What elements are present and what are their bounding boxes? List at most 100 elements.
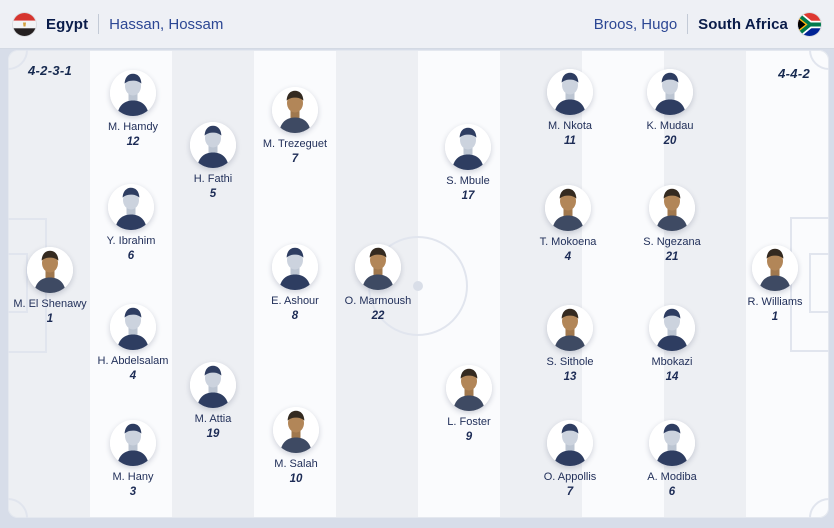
player-name: H. Fathi [193,173,233,185]
player-name: L. Foster [447,416,491,428]
player-number: 1 [46,313,54,325]
player-avatar-icon [445,124,491,170]
player-away[interactable]: A. Modiba 6 [607,420,737,499]
player-away[interactable]: L. Foster 9 [404,365,534,444]
player-name: Y. Ibrahim [106,235,156,247]
player-avatar-icon [446,365,492,411]
south-africa-flag-icon [798,12,821,36]
player-name: M. Attia [194,413,232,425]
player-away[interactable]: K. Mudau 20 [605,69,735,148]
player-number: 6 [668,486,676,498]
home-team-name[interactable]: Egypt [46,15,89,33]
away-formation: 4-4-2 [778,66,810,81]
lineup-header: Egypt Hassan, Hossam Broos, Hugo South A… [0,0,834,49]
player-home[interactable]: H. Abdelsalam 4 [68,304,198,383]
player-name: M. Salah [274,458,318,470]
player-home[interactable]: M. El Shenawy 1 [0,247,115,326]
goal-box-right [809,253,829,313]
player-number: 7 [566,486,574,498]
player-number: 6 [127,250,135,262]
player-avatar-icon [547,420,593,466]
player-home[interactable]: E. Ashour 8 [230,244,360,323]
home-formation: 4-2-3-1 [28,63,73,78]
player-avatar-icon [190,122,236,168]
away-coach-name[interactable]: Broos, Hugo [593,15,678,33]
player-number: 12 [126,136,140,148]
player-name: O. Appollis [543,471,597,483]
player-number: 4 [129,370,137,382]
player-away[interactable]: S. Sithole 13 [505,305,635,384]
player-name: S. Ngezana [643,236,701,248]
player-avatar-icon [108,184,154,230]
player-number: 21 [665,251,679,263]
player-number: 22 [371,310,385,322]
player-name: H. Abdelsalam [97,355,169,367]
player-away[interactable]: O. Appollis 7 [505,420,635,499]
player-avatar-icon [110,304,156,350]
player-name: T. Mokoena [539,236,597,248]
player-number: 13 [563,371,577,383]
player-number: 11 [564,135,576,147]
player-number: 7 [291,153,299,165]
player-home[interactable]: H. Fathi 5 [148,122,278,201]
corner-arc [8,50,28,70]
player-number: 14 [665,371,679,383]
corner-arc [8,498,28,518]
player-avatar-icon [355,244,401,290]
player-avatar-icon [272,87,318,133]
player-name: O. Marmoush [344,295,412,307]
player-avatar-icon [649,420,695,466]
player-away[interactable]: M. Nkota 11 [505,69,635,148]
player-away[interactable]: T. Mokoena 4 [503,185,633,264]
player-number: 9 [465,431,473,443]
player-home[interactable]: M. Salah 10 [231,407,361,486]
player-home[interactable]: Y. Ibrahim 6 [66,184,196,263]
player-number: 19 [206,428,220,440]
player-name: M. Nkota [547,120,592,132]
player-name: M. Hany [112,471,154,483]
player-number: 5 [209,188,217,200]
header-divider [687,14,689,34]
player-avatar-icon [647,69,693,115]
player-name: S. Mbule [446,175,490,187]
player-avatar-icon [545,185,591,231]
player-number: 1 [771,311,779,323]
player-home[interactable]: M. Trezeguet 7 [230,87,360,166]
player-number: 4 [564,251,572,263]
player-avatar-icon [752,245,798,291]
player-away[interactable]: R. Williams 1 [710,245,834,324]
player-number: 3 [129,486,137,498]
player-avatar-icon [110,70,156,116]
player-away[interactable]: S. Mbule 17 [403,124,533,203]
player-number: 20 [663,135,677,147]
home-team-header: Egypt Hassan, Hossam [13,12,224,36]
corner-arc [809,50,829,70]
player-home[interactable]: M. Hamdy 12 [68,70,198,149]
player-home[interactable]: M. Attia 19 [148,362,278,441]
player-away[interactable]: Mbokazi 14 [607,305,737,384]
away-team-header: Broos, Hugo South Africa [593,12,821,36]
player-name: K. Mudau [646,120,694,132]
egypt-flag-icon [13,12,36,36]
player-avatar-icon [110,420,156,466]
player-number: 8 [291,310,299,322]
home-coach-name[interactable]: Hassan, Hossam [109,15,224,33]
player-avatar-icon [649,185,695,231]
player-name: A. Modiba [647,471,697,483]
player-name: M. El Shenawy [13,298,87,310]
player-avatar-icon [547,69,593,115]
player-avatar-icon [27,247,73,293]
player-name: S. Sithole [546,356,594,368]
player-name: Mbokazi [651,356,693,368]
player-avatar-icon [273,407,319,453]
player-avatar-icon [190,362,236,408]
away-team-name[interactable]: South Africa [698,15,788,33]
player-avatar-icon [649,305,695,351]
player-home[interactable]: M. Hany 3 [68,420,198,499]
player-home[interactable]: O. Marmoush 22 [313,244,443,323]
player-name: M. Trezeguet [262,138,328,150]
player-avatar-icon [547,305,593,351]
player-name: E. Ashour [271,295,319,307]
center-spot [413,281,423,291]
player-away[interactable]: S. Ngezana 21 [607,185,737,264]
